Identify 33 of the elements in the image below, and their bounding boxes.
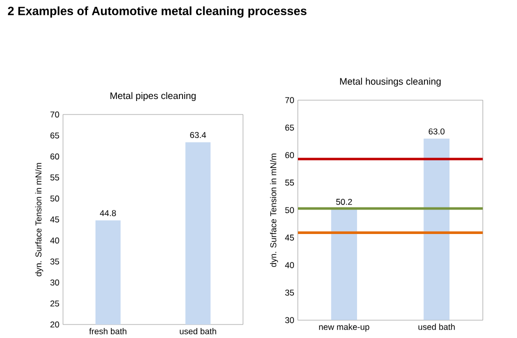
- y-tick-label: 65: [285, 124, 294, 131]
- y-tick-label: 60: [285, 152, 294, 158]
- x-tick-label: fresh bath: [89, 328, 126, 334]
- y-axis-title: dyn. Surface Tension in mN/m: [270, 154, 278, 268]
- y-tick-label: 70: [285, 97, 294, 104]
- data-label: 44.8: [100, 210, 116, 216]
- y-axis-title: dyn. Surface Tension in mN/m: [35, 163, 44, 276]
- y-tick-label: 40: [285, 262, 294, 268]
- y-tick-label: 45: [285, 234, 294, 241]
- y-tick-label: 70: [50, 112, 60, 118]
- text: 2 Examples of Automotive metal cleaning processes: [8, 6, 306, 18]
- data-label: 63.4: [190, 132, 206, 138]
- x-tick-label: used bath: [418, 324, 455, 330]
- y-tick-label: 30: [50, 280, 60, 286]
- x-tick-label: used bath: [180, 328, 216, 334]
- y-tick-label: 55: [285, 180, 294, 186]
- y-tick-label: 50: [285, 207, 294, 214]
- y-tick-label: 20: [50, 322, 60, 328]
- chart-title: Metal housings cleaning: [340, 78, 441, 87]
- data-label: 63.0: [428, 128, 445, 135]
- y-tick-label: 40: [50, 238, 60, 244]
- y-tick-label: 30: [285, 317, 294, 324]
- y-tick-label: 65: [50, 132, 60, 139]
- y-tick-label: 50: [50, 196, 60, 202]
- y-tick-label: 35: [285, 290, 294, 296]
- y-tick-label: 45: [50, 216, 60, 223]
- data-label: 50.2: [336, 199, 352, 206]
- y-tick-label: 25: [50, 300, 60, 307]
- y-tick-label: 55: [50, 174, 60, 181]
- y-tick-label: 35: [50, 258, 60, 265]
- chart-title: Metal pipes cleaning: [110, 92, 196, 102]
- x-tick-label: new make-up: [319, 324, 370, 332]
- y-tick-label: 60: [50, 154, 60, 160]
